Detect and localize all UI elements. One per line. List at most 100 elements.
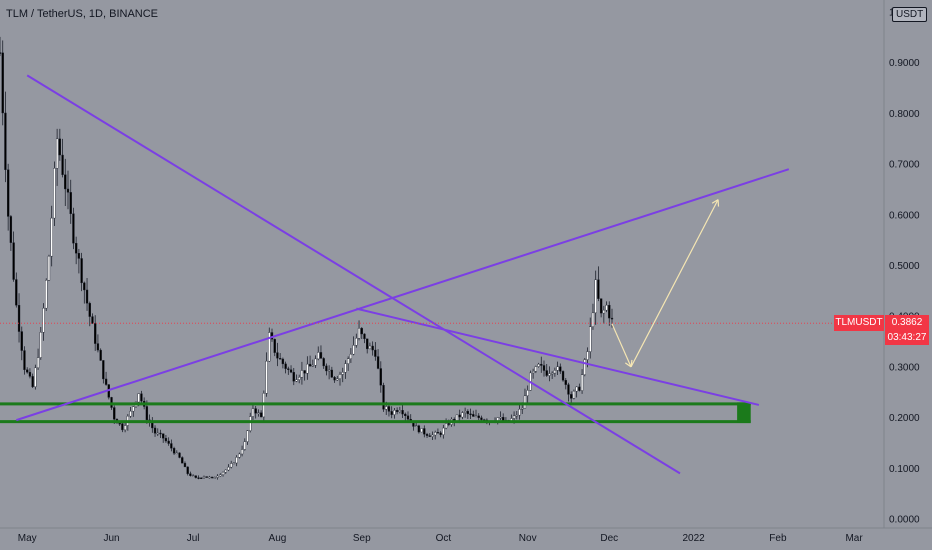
candle-up xyxy=(232,462,236,465)
y-tick-label: 0.0000 xyxy=(889,515,920,526)
candle-down xyxy=(276,352,279,359)
candle-down xyxy=(83,282,86,291)
candle-down xyxy=(559,366,562,372)
candle-down xyxy=(284,363,287,369)
currency-button[interactable]: USDT xyxy=(892,7,928,22)
candle-up xyxy=(444,423,448,429)
candle-up xyxy=(298,377,301,380)
candle-up xyxy=(548,373,551,376)
candle-up xyxy=(556,366,559,371)
candle-up xyxy=(238,453,241,458)
candle-up xyxy=(551,372,554,375)
candle-up xyxy=(347,358,350,364)
projection-arrow xyxy=(611,323,632,368)
candle-up xyxy=(251,408,255,417)
candle-down xyxy=(330,369,333,378)
candle-down xyxy=(0,52,2,54)
candle-down xyxy=(404,413,407,417)
candle-down xyxy=(401,410,404,415)
x-tick-label: Jul xyxy=(187,533,200,544)
candle-up xyxy=(420,428,423,433)
candle-down xyxy=(458,414,461,418)
candle-down xyxy=(113,407,116,420)
x-tick-label: May xyxy=(18,533,37,544)
projection-arrowhead xyxy=(711,199,719,204)
candle-down xyxy=(292,372,295,382)
candle-up xyxy=(295,379,298,382)
candle-down xyxy=(94,323,97,344)
symbol-price-label: TLMUSDT xyxy=(834,315,884,331)
candle-down xyxy=(20,331,23,351)
candle-down xyxy=(325,365,328,372)
candle-up xyxy=(398,410,401,413)
candle-up xyxy=(523,395,527,409)
candle-up xyxy=(34,367,37,388)
candle-up xyxy=(434,432,437,436)
candle-up xyxy=(583,359,586,375)
candle-up xyxy=(317,352,320,360)
candle-down xyxy=(80,258,83,284)
candle-up xyxy=(227,466,230,471)
candle-up xyxy=(605,304,608,311)
candle-down xyxy=(561,371,565,381)
x-tick-label: Aug xyxy=(269,533,287,544)
candle-up xyxy=(36,357,40,369)
candle-down xyxy=(153,427,157,434)
candle-down xyxy=(104,378,108,385)
candle-down xyxy=(200,477,203,480)
candle-down xyxy=(197,477,200,479)
candle-up xyxy=(246,430,249,442)
x-tick-label: 2022 xyxy=(682,533,705,544)
candle-up xyxy=(191,475,195,477)
candle-up xyxy=(341,372,344,375)
candle-down xyxy=(423,428,426,435)
candle-down xyxy=(279,358,282,360)
candle-up xyxy=(55,138,59,169)
candle-down xyxy=(7,169,10,217)
candle-up xyxy=(336,378,339,381)
candle-down xyxy=(390,411,393,415)
candle-down xyxy=(570,394,573,399)
candle-up xyxy=(175,452,178,455)
support-zone xyxy=(0,420,751,424)
candle-down xyxy=(287,368,290,370)
candle-up xyxy=(42,307,45,333)
candle-down xyxy=(58,138,61,156)
candle-down xyxy=(194,475,197,478)
candle-down xyxy=(162,433,165,439)
candle-up xyxy=(156,432,159,435)
candle-down xyxy=(540,363,543,366)
candle-up xyxy=(393,410,396,415)
candle-down xyxy=(164,437,168,442)
chart-title: TLM / TetherUS, 1D, BINANCE xyxy=(6,8,159,20)
candle-down xyxy=(69,192,72,214)
candle-up xyxy=(591,312,595,327)
candle-down xyxy=(417,425,421,433)
candle-down xyxy=(85,289,89,304)
candle-down xyxy=(172,448,176,454)
x-tick-label: Feb xyxy=(769,533,787,544)
candle-down xyxy=(469,413,472,416)
candle-down xyxy=(9,216,13,243)
candle-down xyxy=(322,358,325,367)
candle-up xyxy=(580,374,584,391)
candle-down xyxy=(333,377,336,381)
trendline xyxy=(26,74,681,475)
candle-up xyxy=(219,474,222,477)
y-tick-label: 0.8000 xyxy=(889,109,920,120)
candle-down xyxy=(545,370,548,376)
candle-up xyxy=(249,416,252,431)
support-zone xyxy=(737,402,751,423)
candle-down xyxy=(23,350,26,370)
candle-down xyxy=(159,432,162,435)
candle-down xyxy=(91,316,94,324)
candle-up xyxy=(45,280,48,309)
bar-countdown: 03:43:27 xyxy=(887,332,927,343)
candle-down xyxy=(542,365,546,371)
candle-down xyxy=(387,406,391,412)
candle-up xyxy=(235,457,238,464)
candle-up xyxy=(385,406,388,410)
candle-up xyxy=(461,412,464,418)
current-price-value: 0.3862 xyxy=(891,317,923,328)
